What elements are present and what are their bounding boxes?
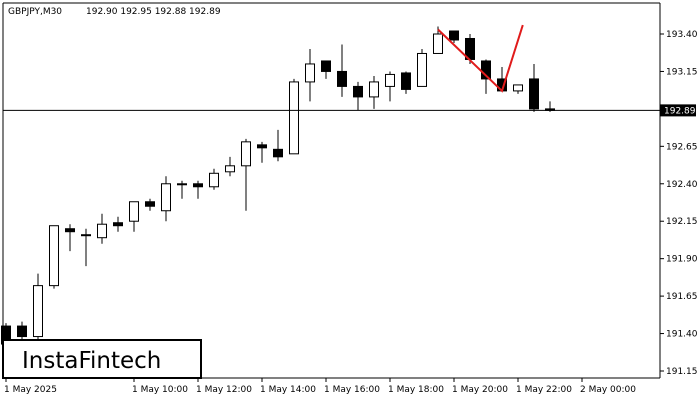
candle [369,75,379,109]
bullish-candle-body [209,172,219,188]
bullish-candle-body [177,183,187,186]
bullish-candle-body [81,234,91,237]
time-tick-label: 1 May 22:00 [516,385,572,395]
candle [161,176,171,222]
bullish-candle-body [369,81,379,98]
bullish-candle-body [433,33,443,54]
current-price-tag [660,104,696,117]
bearish-candle-body [337,70,347,87]
current-price-label: 192.89 [664,106,696,116]
bullish-candle-body [97,223,107,239]
candle [145,198,155,211]
chart-symbol: GBPJPY,M30 [8,7,62,17]
bearish-candle-body [353,85,363,98]
price-tick-label: 192.15 [666,217,698,227]
logo-box [2,339,202,379]
candle [177,180,187,199]
bearish-candle-body [65,228,75,233]
time-tick-label: 1 May 14:00 [260,385,316,395]
bearish-candle-body [257,144,267,149]
price-tick-label: 191.15 [666,367,698,377]
candle [17,321,27,340]
bearish-candle-body [17,325,27,338]
candle [513,84,523,94]
price-axis: 193.40 193.15 192.65 192.40 192.15 191.90 191.… [660,30,698,377]
candle [273,129,283,162]
time-tick-label: 1 May 20:00 [452,385,508,395]
price-tick-label: 193.15 [666,67,698,77]
candle [401,71,411,94]
bullish-candle-body [305,63,315,83]
candle [113,216,123,232]
candle [49,225,59,289]
bearish-candle-body [401,72,411,90]
bearish-candle-body [273,148,283,158]
candle [433,26,443,54]
candle [337,44,347,97]
time-tick-label: 1 May 10:00 [132,385,188,395]
bullish-candle-body [289,81,299,155]
bullish-candle-body [161,183,171,212]
candles-layer [1,26,555,345]
pattern-layer [437,24,524,93]
candle [33,273,43,340]
candle [193,180,203,199]
price-tick-label: 192.65 [666,142,698,152]
candle [305,48,315,102]
bullish-candle-body [513,84,523,92]
bearish-candle-body [113,222,123,227]
candle [385,71,395,102]
chart-ohlc: 192.90 192.95 192.88 192.89 [86,7,221,17]
candle [129,201,139,232]
candle [225,156,235,177]
time-tick-label: 1 May 18:00 [388,385,444,395]
candle [257,141,267,163]
double-top-pattern-line [437,24,524,93]
price-tick-label: 191.90 [666,255,698,265]
bearish-candle-body [193,183,203,188]
bullish-candle-body [385,73,395,87]
candle [353,81,363,111]
candle [81,228,91,267]
time-tick-label: 2 May 00:00 [580,385,636,395]
time-tick-label: 1 May 2025 [4,385,57,395]
bullish-candle-body [49,225,59,287]
bullish-candle-body [417,52,427,87]
bearish-candle-body [145,201,155,207]
candle [529,63,539,112]
bullish-candle-body [225,165,235,173]
price-tick-label: 191.40 [666,330,698,340]
candle [65,224,75,252]
candle [97,213,107,244]
price-tick-label: 191.65 [666,292,698,302]
time-axis: 1 May 2025 1 May 10:00 1 May 12:00 1 May 14… [4,378,636,395]
candle [417,48,427,87]
price-tick-label: 193.40 [666,30,698,40]
bullish-candle-body [241,141,251,167]
bullish-candle-body [129,201,139,222]
candle [209,168,219,190]
bullish-candle-body [33,285,43,338]
price-tick-label: 192.40 [666,180,698,190]
bearish-candle-body [321,60,331,72]
time-tick-label: 1 May 12:00 [196,385,252,395]
candle [321,60,331,79]
time-tick-label: 1 May 16:00 [324,385,380,395]
candle [449,30,459,43]
candle [289,78,299,155]
candle [241,138,251,211]
logo-text: InstaFintech [22,348,161,374]
bearish-candle-body [529,78,539,110]
bearish-candle-body [449,30,459,41]
